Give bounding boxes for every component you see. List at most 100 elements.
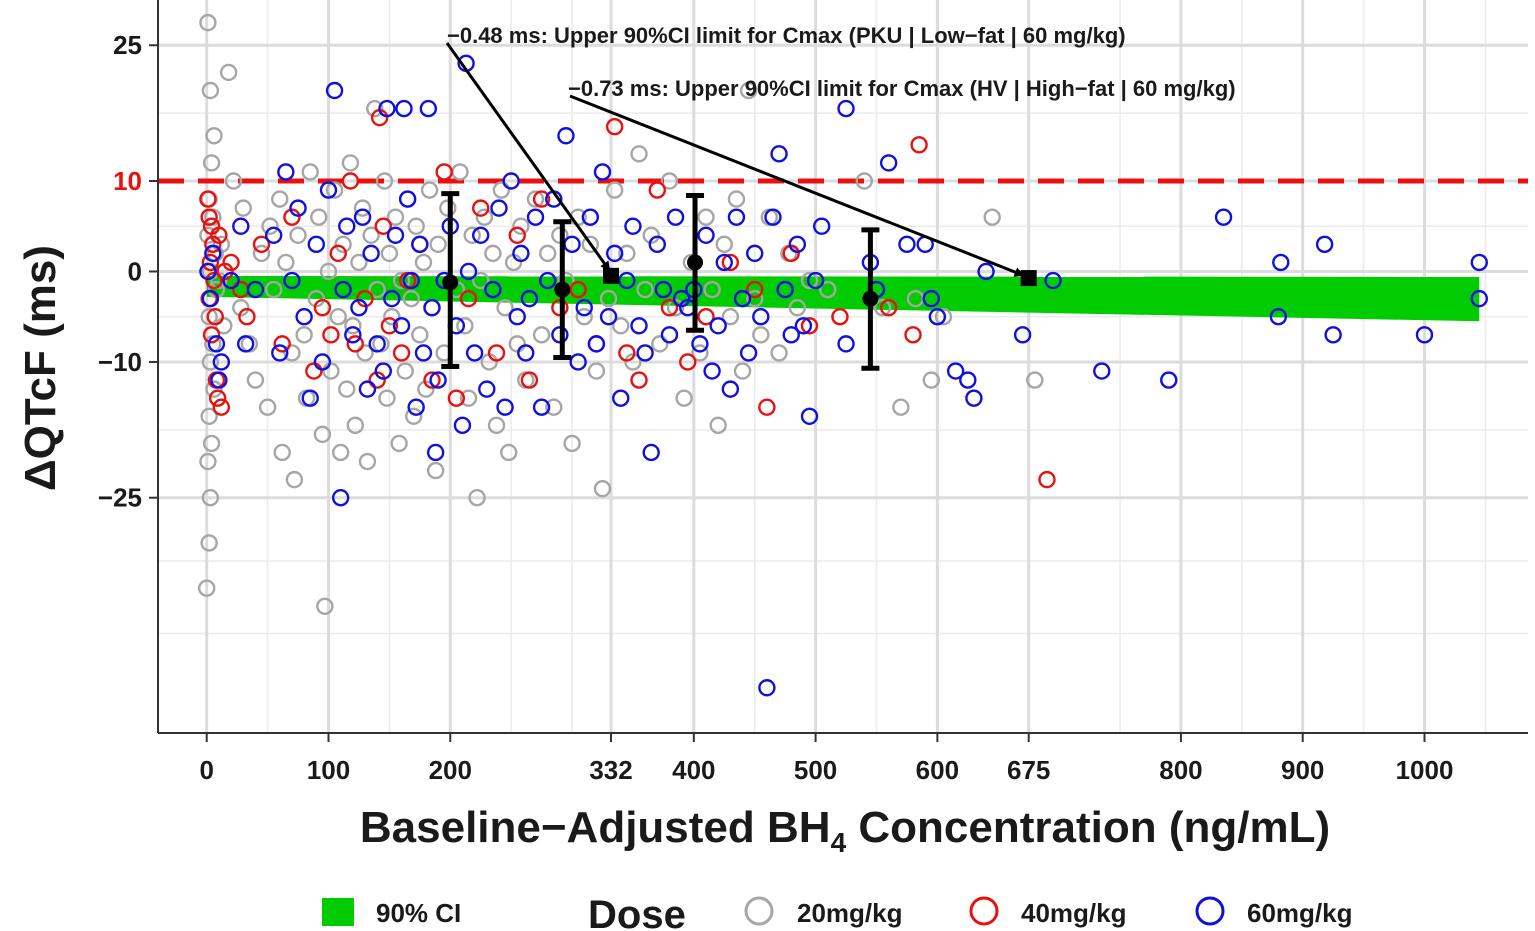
point-60mg-kg <box>344 326 362 344</box>
ci-band-layer <box>206 276 1480 322</box>
point-40mg-kg <box>205 271 223 290</box>
point-20mg-kg <box>475 208 494 226</box>
point-40mg-kg <box>423 371 441 389</box>
point-60mg-kg <box>642 443 660 462</box>
point-60mg-kg <box>672 289 691 308</box>
legend-label-60mg-kg: 60mg/kg <box>1247 898 1353 928</box>
point-20mg-kg <box>322 362 340 380</box>
point-60mg-kg <box>977 262 995 281</box>
point-20mg-kg <box>202 154 221 172</box>
point-60mg-kg <box>630 317 648 335</box>
point-60mg-kg <box>490 199 508 217</box>
point-20mg-kg <box>202 434 221 453</box>
legend-ci-label: 90% CI <box>376 898 461 928</box>
point-60mg-kg <box>204 244 222 263</box>
point-40mg-kg <box>605 117 624 136</box>
point-20mg-kg <box>922 371 940 389</box>
point-20mg-kg <box>210 271 228 290</box>
point-20mg-kg <box>581 235 600 254</box>
point-40mg-kg <box>487 344 506 362</box>
point-20mg-kg <box>271 190 289 208</box>
point-20mg-kg <box>200 308 218 326</box>
point-20mg-kg <box>703 280 721 299</box>
x-tick-label: 500 <box>794 755 837 785</box>
legend-label-40mg-kg: 40mg/kg <box>1021 898 1127 928</box>
point-20mg-kg <box>334 235 352 254</box>
point-60mg-kg <box>946 362 965 380</box>
point-20mg-kg <box>261 217 279 235</box>
point-40mg-kg <box>216 262 234 281</box>
point-20mg-kg <box>368 280 386 299</box>
point-20mg-kg <box>426 461 445 480</box>
point-20mg-kg <box>721 308 740 326</box>
point-20mg-kg <box>390 434 408 453</box>
point-20mg-kg <box>307 289 326 308</box>
point-60mg-kg <box>800 407 819 425</box>
point-40mg-kg <box>679 353 697 371</box>
point-20mg-kg <box>313 425 332 444</box>
point-40mg-kg <box>648 181 666 199</box>
point-20mg-kg <box>624 353 642 371</box>
point-20mg-kg <box>651 335 669 353</box>
point-20mg-kg <box>675 389 693 407</box>
point-60mg-kg <box>419 99 438 118</box>
point-60mg-kg <box>386 226 405 244</box>
point-20mg-kg <box>199 452 217 471</box>
point-60mg-kg <box>414 344 433 362</box>
point-20mg-kg <box>934 308 953 326</box>
point-40mg-kg <box>435 163 453 181</box>
point-20mg-kg <box>199 13 217 32</box>
point-20mg-kg <box>605 181 624 199</box>
point-60mg-kg <box>350 298 368 317</box>
point-60mg-kg <box>383 289 401 308</box>
point-60mg-kg <box>715 253 733 272</box>
point-60mg-kg <box>1272 253 1290 272</box>
point-20mg-kg <box>200 534 218 552</box>
point-20mg-kg <box>201 81 220 100</box>
point-60mg-kg <box>1324 326 1342 344</box>
point-60mg-kg <box>587 335 606 353</box>
point-20mg-kg <box>338 380 356 398</box>
point-20mg-kg <box>319 262 338 281</box>
point-60mg-kg <box>283 271 301 290</box>
point-20mg-kg <box>496 298 514 317</box>
point-60mg-kg <box>307 235 326 254</box>
point-60mg-kg <box>484 280 502 299</box>
point-60mg-kg <box>928 308 947 326</box>
point-40mg-kg <box>341 172 360 190</box>
point-60mg-kg <box>334 280 352 299</box>
point-20mg-kg <box>727 190 746 208</box>
y-tick-label: −25 <box>98 483 142 513</box>
point-60mg-kg <box>764 208 782 226</box>
point-60mg-kg <box>426 443 445 462</box>
point-40mg-kg <box>472 199 490 217</box>
axes-layer: 0 100 200 332 400 500 600 675 800 900 100025100−10… <box>98 0 1528 785</box>
point-40mg-kg <box>222 253 240 272</box>
point-60mg-kg <box>331 489 350 507</box>
point-20mg-kg <box>420 181 439 199</box>
point-40mg-kg <box>273 335 291 353</box>
point-20mg-kg <box>487 416 506 435</box>
point-20mg-kg <box>429 235 447 254</box>
point-60mg-kg <box>246 280 265 299</box>
point-20mg-kg <box>264 280 283 299</box>
point-20mg-kg <box>892 398 910 416</box>
point-20mg-kg <box>325 181 344 199</box>
point-60mg-kg <box>812 217 831 235</box>
point-20mg-kg <box>341 154 360 172</box>
point-60mg-kg <box>752 308 770 326</box>
point-20mg-kg <box>855 172 874 190</box>
grid-layer <box>158 0 1528 733</box>
point-60mg-kg <box>612 389 630 407</box>
point-20mg-kg <box>283 344 301 362</box>
point-60mg-kg <box>478 380 496 398</box>
point-60mg-kg <box>581 208 600 226</box>
bin-mean-point <box>442 274 459 291</box>
point-60mg-kg <box>965 389 983 407</box>
point-20mg-kg <box>375 172 394 190</box>
point-20mg-kg <box>819 280 837 299</box>
point-60mg-kg <box>325 81 344 100</box>
point-20mg-kg <box>752 326 770 344</box>
point-60mg-kg <box>837 99 855 118</box>
point-60mg-kg <box>207 335 226 353</box>
